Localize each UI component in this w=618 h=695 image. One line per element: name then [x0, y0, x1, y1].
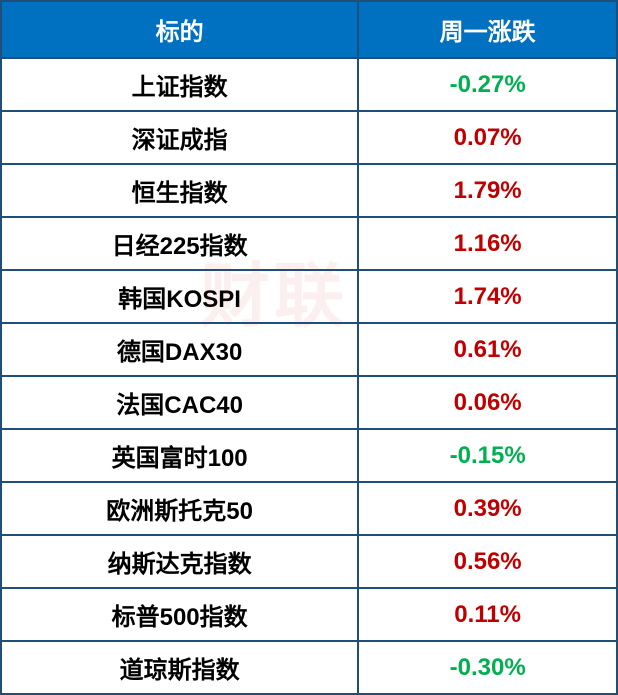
table-row: 恒生指数1.79%	[1, 164, 617, 217]
index-value-cell: 0.56%	[358, 535, 617, 588]
table-row: 英国富时100-0.15%	[1, 429, 617, 482]
table-header-row: 标的 周一涨跌	[1, 1, 617, 58]
index-name-cell: 韩国KOSPI	[1, 270, 358, 323]
index-value-cell: 0.61%	[358, 323, 617, 376]
index-name-cell: 标普500指数	[1, 588, 358, 641]
index-value-cell: -0.27%	[358, 58, 617, 111]
table-row: 上证指数-0.27%	[1, 58, 617, 111]
index-name-cell: 欧洲斯托克50	[1, 482, 358, 535]
table-row: 德国DAX300.61%	[1, 323, 617, 376]
index-name-cell: 日经225指数	[1, 217, 358, 270]
table-row: 道琼斯指数-0.30%	[1, 641, 617, 694]
index-name-cell: 上证指数	[1, 58, 358, 111]
index-name-cell: 道琼斯指数	[1, 641, 358, 694]
index-value-cell: 1.16%	[358, 217, 617, 270]
table-row: 深证成指0.07%	[1, 111, 617, 164]
col-header-name: 标的	[1, 1, 358, 58]
table-row: 韩国KOSPI1.74%	[1, 270, 617, 323]
table-row: 法国CAC400.06%	[1, 376, 617, 429]
index-value-cell: 1.79%	[358, 164, 617, 217]
index-table: 标的 周一涨跌 上证指数-0.27%深证成指0.07%恒生指数1.79%日经22…	[0, 0, 618, 695]
index-value-cell: 0.39%	[358, 482, 617, 535]
index-value-cell: -0.15%	[358, 429, 617, 482]
col-header-value: 周一涨跌	[358, 1, 617, 58]
index-name-cell: 恒生指数	[1, 164, 358, 217]
index-name-cell: 纳斯达克指数	[1, 535, 358, 588]
index-name-cell: 德国DAX30	[1, 323, 358, 376]
index-name-cell: 法国CAC40	[1, 376, 358, 429]
index-value-cell: 1.74%	[358, 270, 617, 323]
table-row: 欧洲斯托克500.39%	[1, 482, 617, 535]
index-name-cell: 深证成指	[1, 111, 358, 164]
index-value-cell: 0.06%	[358, 376, 617, 429]
index-value-cell: 0.11%	[358, 588, 617, 641]
index-value-cell: -0.30%	[358, 641, 617, 694]
index-value-cell: 0.07%	[358, 111, 617, 164]
table-row: 标普500指数0.11%	[1, 588, 617, 641]
table-row: 纳斯达克指数0.56%	[1, 535, 617, 588]
table-row: 日经225指数1.16%	[1, 217, 617, 270]
index-name-cell: 英国富时100	[1, 429, 358, 482]
